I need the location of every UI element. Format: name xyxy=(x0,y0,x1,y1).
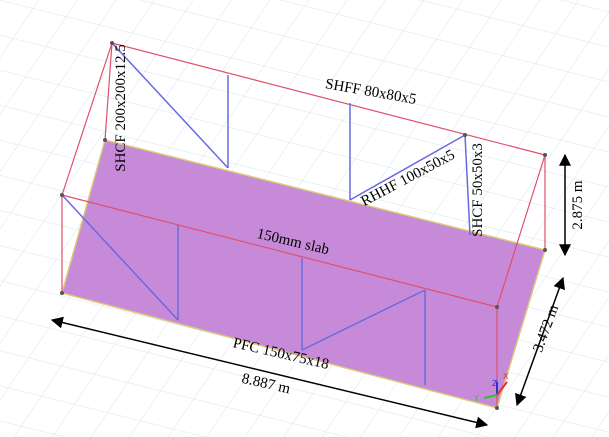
nodes xyxy=(60,41,547,410)
axis-triad: Z X Y xyxy=(473,372,509,403)
axis-label: X xyxy=(503,372,509,381)
axis-label: Z xyxy=(492,379,498,388)
dimension-label: 2.875 m xyxy=(570,180,586,230)
dimension-lines xyxy=(50,153,571,429)
member-label: SHCF 200x200x12.5 xyxy=(113,44,129,172)
axis-label: Y xyxy=(473,394,479,403)
member-label: SHCF 50x50x3 xyxy=(470,143,486,237)
